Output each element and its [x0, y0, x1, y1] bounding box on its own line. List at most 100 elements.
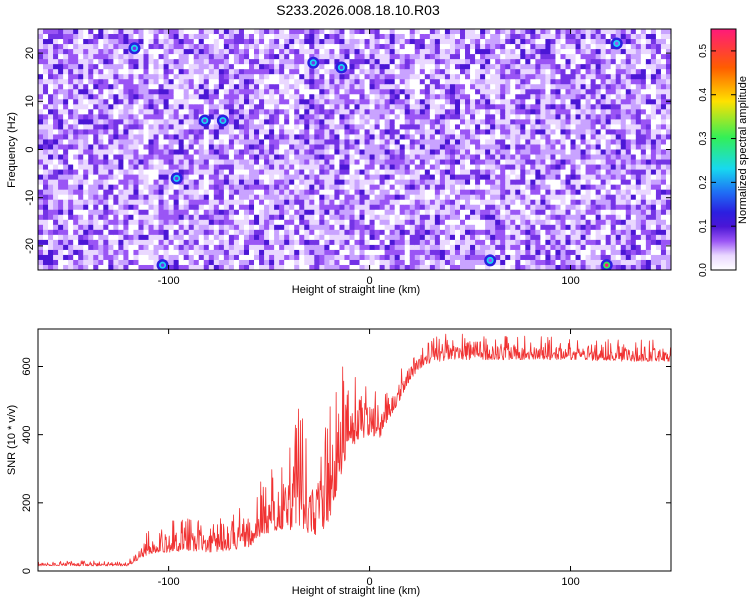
heatmap-cell: [259, 164, 265, 171]
heatmap-cell: [439, 104, 446, 110]
heatmap-cell: [354, 79, 361, 85]
heatmap-cell: [429, 69, 436, 75]
heatmap-cell: [188, 199, 195, 206]
heatmap-cell: [475, 239, 481, 246]
heatmap-cell: [545, 34, 552, 40]
heatmap-cell: [349, 199, 356, 206]
heatmap-cell: [525, 204, 531, 211]
heatmap-cell: [424, 184, 431, 191]
heatmap-cell: [38, 209, 44, 216]
heatmap-cell: [43, 154, 49, 161]
heatmap-cell: [419, 109, 426, 115]
heatmap-cell: [63, 264, 69, 270]
heatmap-cell: [329, 114, 335, 120]
heatmap-cell: [475, 139, 481, 146]
heatmap-cell: [53, 214, 59, 221]
heatmap-cell: [439, 194, 446, 201]
heatmap-cell: [399, 49, 406, 55]
heatmap-cell: [188, 189, 195, 196]
heatmap-cell: [259, 264, 265, 270]
heatmap-cell: [374, 104, 381, 110]
heatmap-cell: [545, 194, 552, 201]
heatmap-cell: [138, 74, 145, 80]
heatmap-cell: [249, 144, 255, 151]
heatmap-cell: [73, 209, 79, 216]
heatmap-cell: [444, 259, 451, 266]
heatmap-cell: [238, 129, 245, 136]
heatmap-cell: [48, 189, 54, 196]
heatmap-cell: [279, 84, 285, 90]
heatmap-cell: [168, 99, 175, 105]
heatmap-cell: [233, 224, 240, 231]
heatmap-cell: [309, 184, 315, 191]
heatmap-cell: [153, 104, 160, 110]
heatmap-cell: [535, 189, 541, 196]
heatmap-cell: [485, 44, 491, 50]
heatmap-cell: [93, 199, 99, 206]
heatmap-cell: [515, 154, 521, 161]
heatmap-cell: [545, 164, 552, 171]
heatmap-cell: [133, 209, 140, 216]
heatmap-cell: [470, 64, 476, 70]
heatmap-cell: [530, 189, 536, 196]
heatmap-cell: [525, 199, 531, 206]
heatmap-cell: [143, 169, 150, 176]
heatmap-cell: [314, 214, 320, 221]
heatmap-cell: [304, 174, 310, 181]
heatmap-cell: [178, 34, 185, 40]
heatmap-cell: [399, 239, 406, 246]
heatmap-cell: [208, 179, 215, 186]
heatmap-cell: [535, 174, 541, 181]
heatmap-cell: [384, 199, 391, 206]
heatmap-cell: [409, 154, 416, 161]
heatmap-cell: [123, 194, 130, 201]
heatmap-cell: [354, 124, 361, 131]
heatmap-cell: [68, 54, 74, 60]
heatmap-cell: [439, 99, 446, 105]
heatmap-cell: [83, 49, 89, 55]
heatmap-cell: [168, 224, 175, 231]
heatmap-cell: [359, 139, 366, 146]
heatmap-cell: [339, 179, 346, 186]
heatmap-cell: [379, 164, 386, 171]
heatmap-cell: [233, 204, 240, 211]
heatmap-cell: [540, 34, 546, 40]
heatmap-cell: [299, 214, 305, 221]
heatmap-cell: [63, 99, 69, 105]
heatmap-cell: [168, 249, 175, 256]
heatmap-cell: [259, 119, 265, 125]
heatmap-cell: [495, 234, 501, 241]
heatmap-cell: [113, 189, 119, 196]
heatmap-cell: [173, 189, 180, 196]
heatmap-cell: [354, 224, 361, 231]
heatmap-cell: [73, 244, 79, 251]
heatmap-cell: [424, 149, 431, 156]
heatmap-cell: [259, 84, 265, 90]
heatmap-cell: [173, 54, 180, 60]
heatmap-cell: [243, 49, 250, 55]
heatmap-cell: [535, 124, 541, 131]
heatmap-cell: [48, 139, 54, 146]
heatmap-cell: [309, 179, 315, 186]
heatmap-cell: [540, 214, 546, 221]
heatmap-cell: [540, 254, 546, 261]
heatmap-cell: [394, 154, 401, 161]
heatmap-cell: [369, 169, 376, 176]
heatmap-cell: [73, 179, 79, 186]
heatmap-cell: [475, 219, 481, 226]
heatmap-cell: [470, 254, 476, 261]
heatmap-cell: [379, 244, 386, 251]
heatmap-cell: [334, 59, 341, 65]
heatmap-cell: [173, 39, 180, 45]
heatmap-cell: [254, 119, 260, 125]
heatmap-cell: [555, 239, 562, 246]
heatmap-cell: [128, 199, 135, 206]
heatmap-cell: [334, 129, 341, 136]
heatmap-cell: [148, 199, 155, 206]
heatmap-cell: [485, 189, 491, 196]
heatmap-cell: [349, 239, 356, 246]
heatmap-cell: [213, 199, 220, 206]
heatmap-cell: [485, 119, 491, 125]
heatmap-cell: [203, 219, 210, 226]
heatmap-cell: [183, 259, 190, 266]
